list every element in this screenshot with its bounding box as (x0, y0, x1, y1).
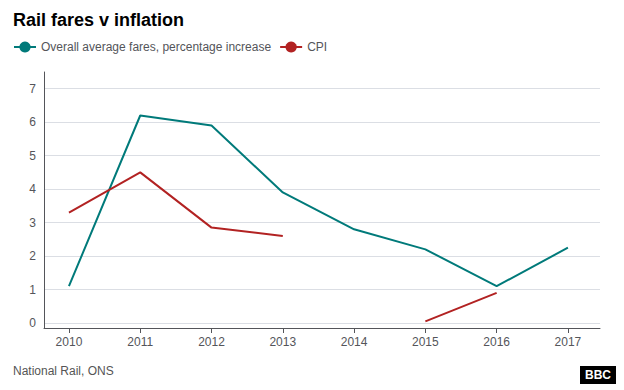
svg-text:4: 4 (29, 182, 36, 196)
svg-text:3: 3 (29, 216, 36, 230)
svg-text:2014: 2014 (341, 335, 368, 349)
svg-text:2: 2 (29, 249, 36, 263)
svg-text:2012: 2012 (198, 335, 225, 349)
svg-text:2017: 2017 (555, 335, 582, 349)
svg-text:7: 7 (29, 82, 36, 96)
svg-text:2015: 2015 (412, 335, 439, 349)
svg-text:BBC: BBC (585, 368, 611, 382)
svg-text:Overall average fares, percent: Overall average fares, percentage increa… (41, 40, 271, 54)
svg-text:2011: 2011 (127, 335, 153, 349)
svg-text:5: 5 (29, 149, 36, 163)
svg-text:National Rail, ONS: National Rail, ONS (13, 364, 114, 378)
svg-text:2010: 2010 (56, 335, 83, 349)
svg-text:0: 0 (29, 316, 36, 330)
svg-text:2013: 2013 (269, 335, 296, 349)
svg-text:6: 6 (29, 115, 36, 129)
svg-text:1: 1 (29, 283, 36, 297)
svg-text:Rail fares v inflation: Rail fares v inflation (13, 10, 184, 30)
svg-text:CPI: CPI (307, 40, 327, 54)
svg-text:2016: 2016 (483, 335, 510, 349)
